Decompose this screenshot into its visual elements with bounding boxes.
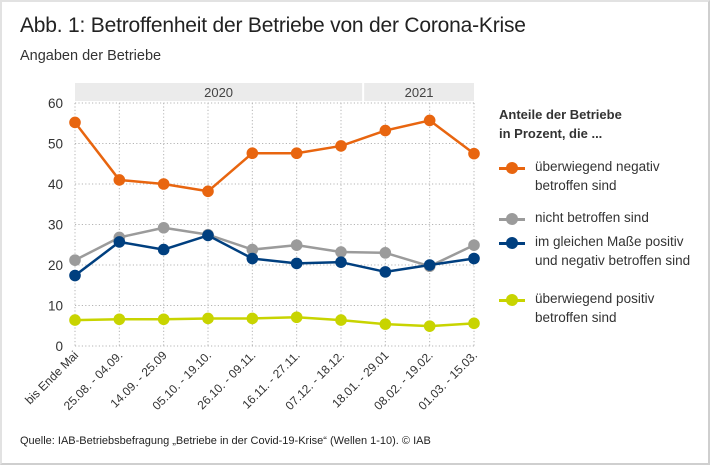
series-line	[74, 234, 475, 277]
chart-subtitle: Angaben der Betriebe	[20, 48, 162, 64]
data-point	[69, 116, 81, 129]
year-label-2021: 2021	[405, 85, 434, 100]
data-point	[246, 312, 259, 325]
data-point	[468, 252, 480, 265]
year-band-2020	[75, 83, 363, 101]
y-tick-label: 50	[48, 137, 63, 152]
legend-title-line1: Anteile der Betriebe	[499, 107, 622, 122]
data-point	[379, 266, 392, 278]
legend-swatch-equal	[499, 237, 525, 249]
data-point	[290, 311, 303, 324]
data-point	[335, 314, 347, 326]
data-point	[290, 239, 303, 251]
data-point	[290, 257, 303, 270]
chart-title: Abb. 1: Betroffenheit der Betriebe von d…	[20, 14, 526, 37]
legend-swatch-negative	[499, 162, 525, 174]
data-point	[335, 246, 347, 258]
data-point	[202, 185, 214, 198]
data-point	[379, 318, 392, 330]
series-group	[69, 114, 480, 332]
series-line	[74, 226, 475, 268]
series-0	[69, 114, 480, 198]
legend-title-line2: in Prozent, die ...	[499, 126, 603, 141]
data-point	[246, 243, 259, 256]
data-point	[202, 229, 214, 242]
data-point	[113, 313, 126, 326]
data-point	[69, 254, 81, 266]
year-label-2020: 2020	[204, 85, 233, 100]
legend-swatch-not-affected	[499, 213, 525, 225]
y-tick-label: 30	[48, 218, 63, 233]
y-tick-label: 10	[48, 299, 63, 314]
data-point	[157, 178, 170, 190]
y-tick-label: 20	[48, 258, 63, 273]
data-point	[157, 313, 170, 326]
data-point	[423, 320, 436, 332]
series-line	[74, 119, 475, 193]
legend: Anteile der Betriebe in Prozent, die ...…	[499, 105, 704, 325]
legend-label-negative: überwiegend negativ betroffen sind	[535, 159, 660, 193]
data-point	[335, 140, 347, 152]
series-1	[69, 221, 480, 273]
data-point	[379, 247, 392, 259]
y-tick-label: 60	[48, 96, 63, 111]
data-point	[113, 236, 126, 248]
gridlines	[74, 102, 475, 347]
data-point	[379, 124, 392, 137]
data-point	[468, 317, 480, 330]
legend-swatch-positive	[499, 294, 525, 306]
data-point	[157, 243, 170, 256]
legend-title: Anteile der Betriebe in Prozent, die ...	[499, 105, 704, 143]
data-point	[468, 239, 480, 251]
data-point	[290, 147, 303, 160]
legend-label-not-affected: nicht betroffen sind	[535, 210, 649, 225]
y-tick-label: 0	[55, 339, 63, 354]
data-point	[246, 147, 259, 160]
data-point	[468, 147, 480, 160]
y-tick-label: 40	[48, 177, 63, 192]
legend-label-positive: überwiegend positiv betroffen sind	[535, 291, 655, 325]
year-bands: 2020 2021	[75, 83, 474, 101]
data-point	[246, 252, 259, 265]
data-point	[69, 314, 81, 326]
data-point	[423, 259, 436, 271]
series-3	[69, 311, 480, 332]
year-band-2021	[364, 83, 474, 101]
data-point	[113, 174, 126, 186]
source-note: Quelle: IAB-Betriebsbefragung „Betriebe …	[20, 435, 431, 447]
series-line	[74, 315, 475, 328]
legend-label-equal: im gleichen Maße positiv und negativ bet…	[535, 234, 691, 268]
data-point	[202, 312, 214, 325]
data-point	[423, 114, 436, 127]
data-point	[335, 256, 347, 268]
data-point	[69, 269, 81, 282]
y-axis-ticks: 0 10 20 30 40 50 60	[48, 96, 63, 354]
series-2	[69, 229, 480, 282]
data-point	[157, 221, 170, 234]
